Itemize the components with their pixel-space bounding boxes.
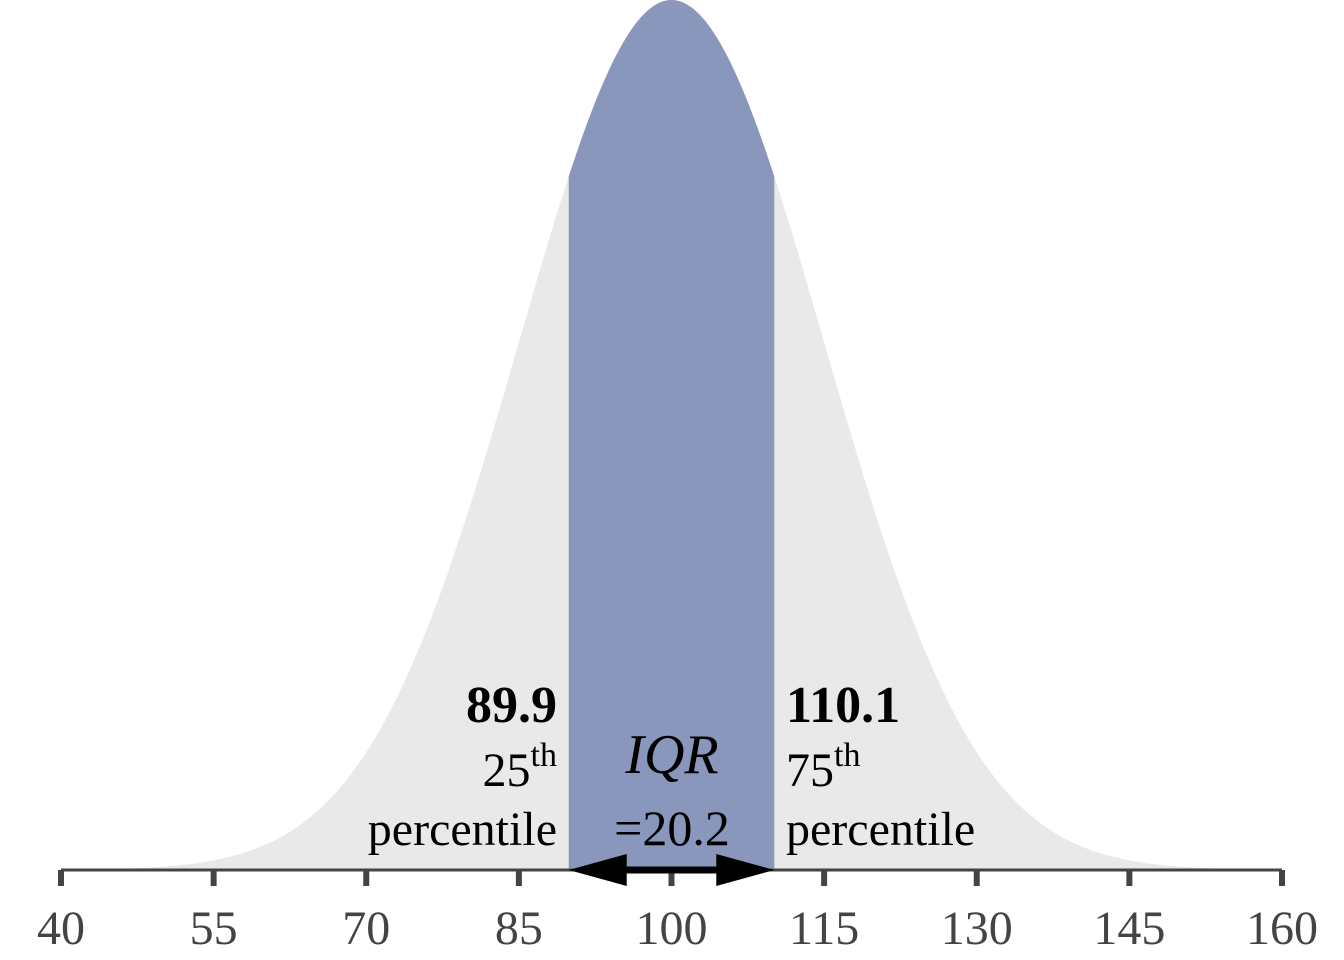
x-tick-label: 130	[941, 902, 1013, 955]
x-tick-label: 100	[636, 902, 708, 955]
q1-percentile-label: percentile	[368, 803, 557, 856]
iqr-arrow-left-head	[568, 854, 627, 886]
q3-percentile-label: percentile	[786, 803, 975, 856]
q3-rank-label: 75th	[786, 737, 860, 797]
q1-rank-label: 25th	[483, 737, 557, 797]
q3-annotation: 110.1 75th percentile	[786, 677, 975, 856]
iqr-title: IQR	[624, 724, 718, 786]
iqr-value: =20.2	[614, 800, 730, 856]
q3-value-label: 110.1	[786, 677, 900, 734]
x-tick-label: 115	[789, 902, 859, 955]
x-tick-label: 55	[190, 902, 238, 955]
q1-rank-number: 25	[483, 744, 531, 797]
x-tick-label: 85	[495, 902, 543, 955]
iqr-annotation: IQR =20.2	[614, 724, 730, 856]
q1-annotation: 89.9 25th percentile	[368, 677, 557, 856]
q1-rank-suffix: th	[531, 737, 557, 774]
iqr-arrow-right-head	[716, 854, 775, 886]
q1-value-label: 89.9	[466, 677, 557, 734]
x-tick-label: 70	[342, 902, 390, 955]
iqr-double-arrow	[568, 854, 775, 886]
iqr-shaded-area	[568, 0, 775, 870]
x-tick-label: 40	[37, 902, 85, 955]
q3-rank-suffix: th	[834, 737, 860, 774]
x-tick-label: 160	[1246, 902, 1318, 955]
x-axis-ticks: 40 55 70 85 100 115 130 145 160	[37, 870, 1318, 955]
q3-rank-number: 75	[786, 744, 834, 797]
x-tick-label: 145	[1093, 902, 1165, 955]
